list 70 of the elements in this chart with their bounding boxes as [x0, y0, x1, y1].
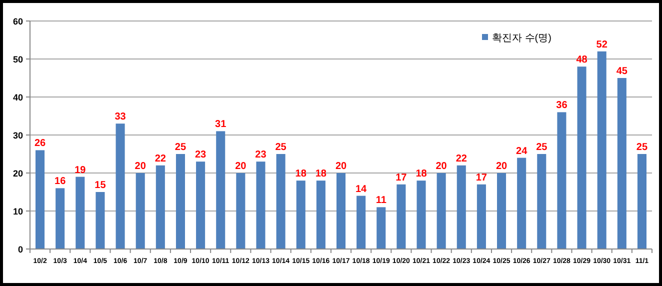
y-tick-label: 0	[18, 244, 23, 254]
bar	[296, 180, 306, 249]
legend: 확진자 수(명)	[482, 33, 552, 44]
data-label: 17	[396, 172, 408, 184]
bar	[196, 162, 206, 249]
data-label: 33	[114, 112, 126, 123]
data-label: 36	[556, 100, 568, 112]
data-label: 17	[476, 172, 488, 184]
bar	[557, 112, 566, 249]
bar	[276, 154, 286, 249]
bar	[356, 196, 366, 249]
data-label: 52	[596, 39, 608, 50]
data-label: 31	[215, 119, 227, 130]
data-label: 23	[194, 150, 207, 161]
bar	[476, 184, 486, 249]
data-label: 23	[255, 150, 267, 161]
data-label: 15	[94, 180, 106, 191]
y-tick-label: 10	[12, 206, 23, 216]
data-label: 20	[436, 161, 448, 172]
data-label: 45	[616, 66, 628, 77]
bar	[617, 78, 626, 249]
y-tick-label: 40	[12, 92, 23, 102]
data-label: 16	[54, 176, 66, 188]
bar	[336, 173, 346, 249]
bar	[497, 173, 506, 249]
data-label: 24	[516, 146, 528, 157]
bar	[116, 124, 125, 249]
bar	[236, 173, 246, 249]
bar	[517, 158, 526, 249]
data-label: 20	[496, 161, 508, 172]
data-label: 26	[34, 138, 46, 150]
bar	[597, 51, 606, 249]
bar	[36, 150, 45, 249]
bar	[456, 165, 466, 249]
bar	[416, 180, 426, 249]
data-label: 20	[134, 161, 146, 172]
data-label: 20	[335, 161, 347, 172]
data-label: 25	[275, 142, 287, 153]
data-label: 20	[235, 161, 247, 172]
y-tick-label: 60	[12, 16, 23, 26]
bar	[156, 165, 165, 249]
data-label: 22	[154, 153, 166, 164]
data-label: 19	[74, 164, 86, 176]
bar	[216, 131, 226, 249]
data-label: 18	[295, 168, 307, 180]
bar	[256, 162, 266, 249]
data-label: 25	[174, 142, 186, 153]
bar	[436, 173, 446, 249]
data-label: 48	[576, 54, 588, 66]
bar	[376, 207, 386, 249]
data-label: 25	[536, 142, 548, 153]
bar	[56, 188, 65, 249]
data-label: 25	[636, 142, 648, 153]
y-tick-label: 50	[12, 54, 23, 64]
bar	[537, 154, 546, 249]
bar	[76, 176, 85, 249]
data-label: 11	[376, 195, 387, 206]
bar	[136, 173, 145, 249]
bar	[316, 180, 326, 249]
bar	[396, 184, 406, 249]
data-label: 22	[456, 153, 468, 164]
bar	[96, 192, 105, 249]
bar	[637, 154, 646, 249]
data-label: 18	[315, 168, 327, 180]
y-tick-label: 20	[12, 168, 23, 178]
y-tick-label: 30	[12, 130, 23, 140]
data-label: 18	[416, 168, 428, 180]
data-label: 14	[356, 184, 368, 195]
bar	[176, 154, 185, 249]
bar	[577, 66, 586, 249]
